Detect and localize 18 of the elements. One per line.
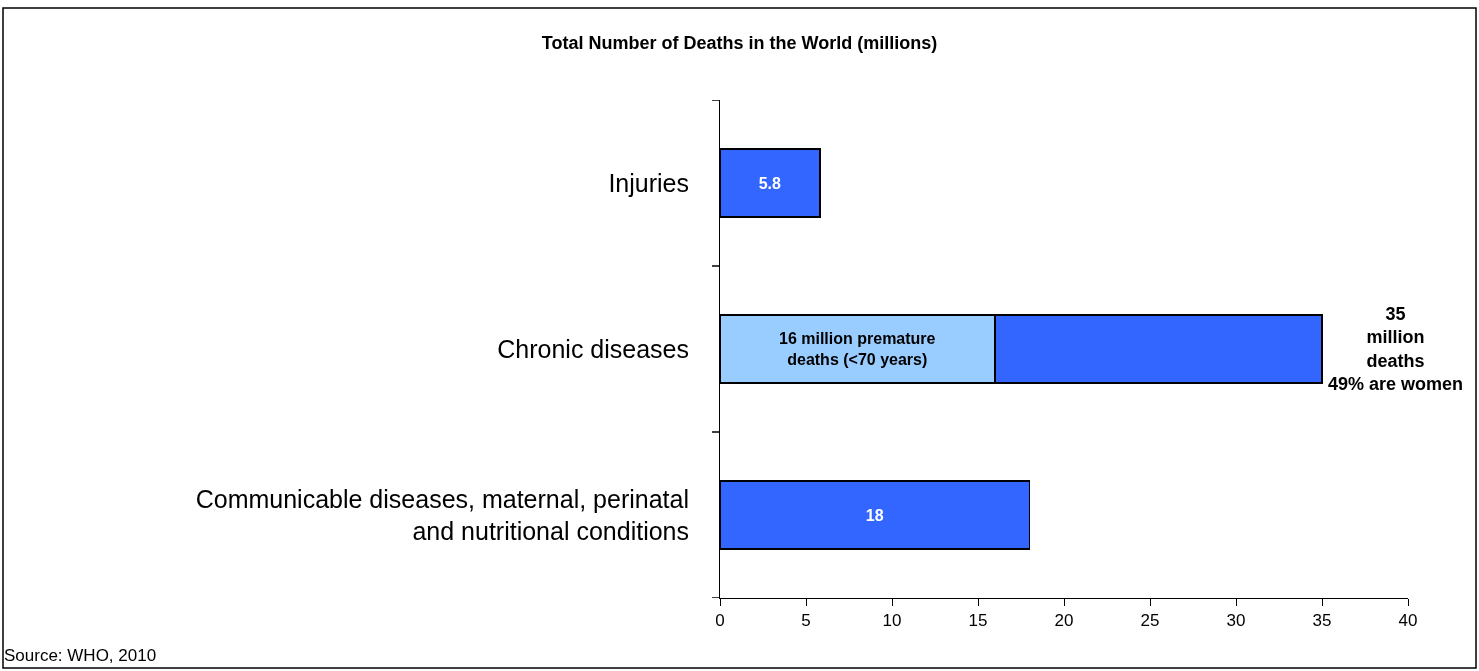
- x-tick-label: 35: [1312, 611, 1332, 631]
- x-tick-label: 0: [715, 611, 725, 631]
- x-tick-label: 40: [1398, 611, 1418, 631]
- x-tick-label: 15: [968, 611, 988, 631]
- chart-title: Total Number of Deaths in the World (millions): [541, 33, 938, 54]
- annotation: 35 million deaths 49% are women: [1328, 304, 1464, 395]
- x-tick-label: 10: [882, 611, 902, 631]
- source-note: Source: WHO, 2010: [4, 646, 157, 665]
- data-label: 18: [865, 506, 884, 524]
- x-tick-label: 30: [1226, 611, 1246, 631]
- y-tick-label: Chronic diseases: [497, 334, 689, 363]
- data-label: 5.8: [758, 174, 782, 192]
- x-tick-label: 5: [801, 611, 811, 631]
- annotation: 16 million premature deaths (<70 years): [779, 330, 936, 368]
- y-tick-label: Communicable diseases, maternal, perinatal and nutritional conditions: [195, 484, 689, 545]
- y-tick-label: Injuries: [608, 168, 689, 197]
- x-tick-label: 20: [1054, 611, 1074, 631]
- x-tick-label: 25: [1140, 611, 1160, 631]
